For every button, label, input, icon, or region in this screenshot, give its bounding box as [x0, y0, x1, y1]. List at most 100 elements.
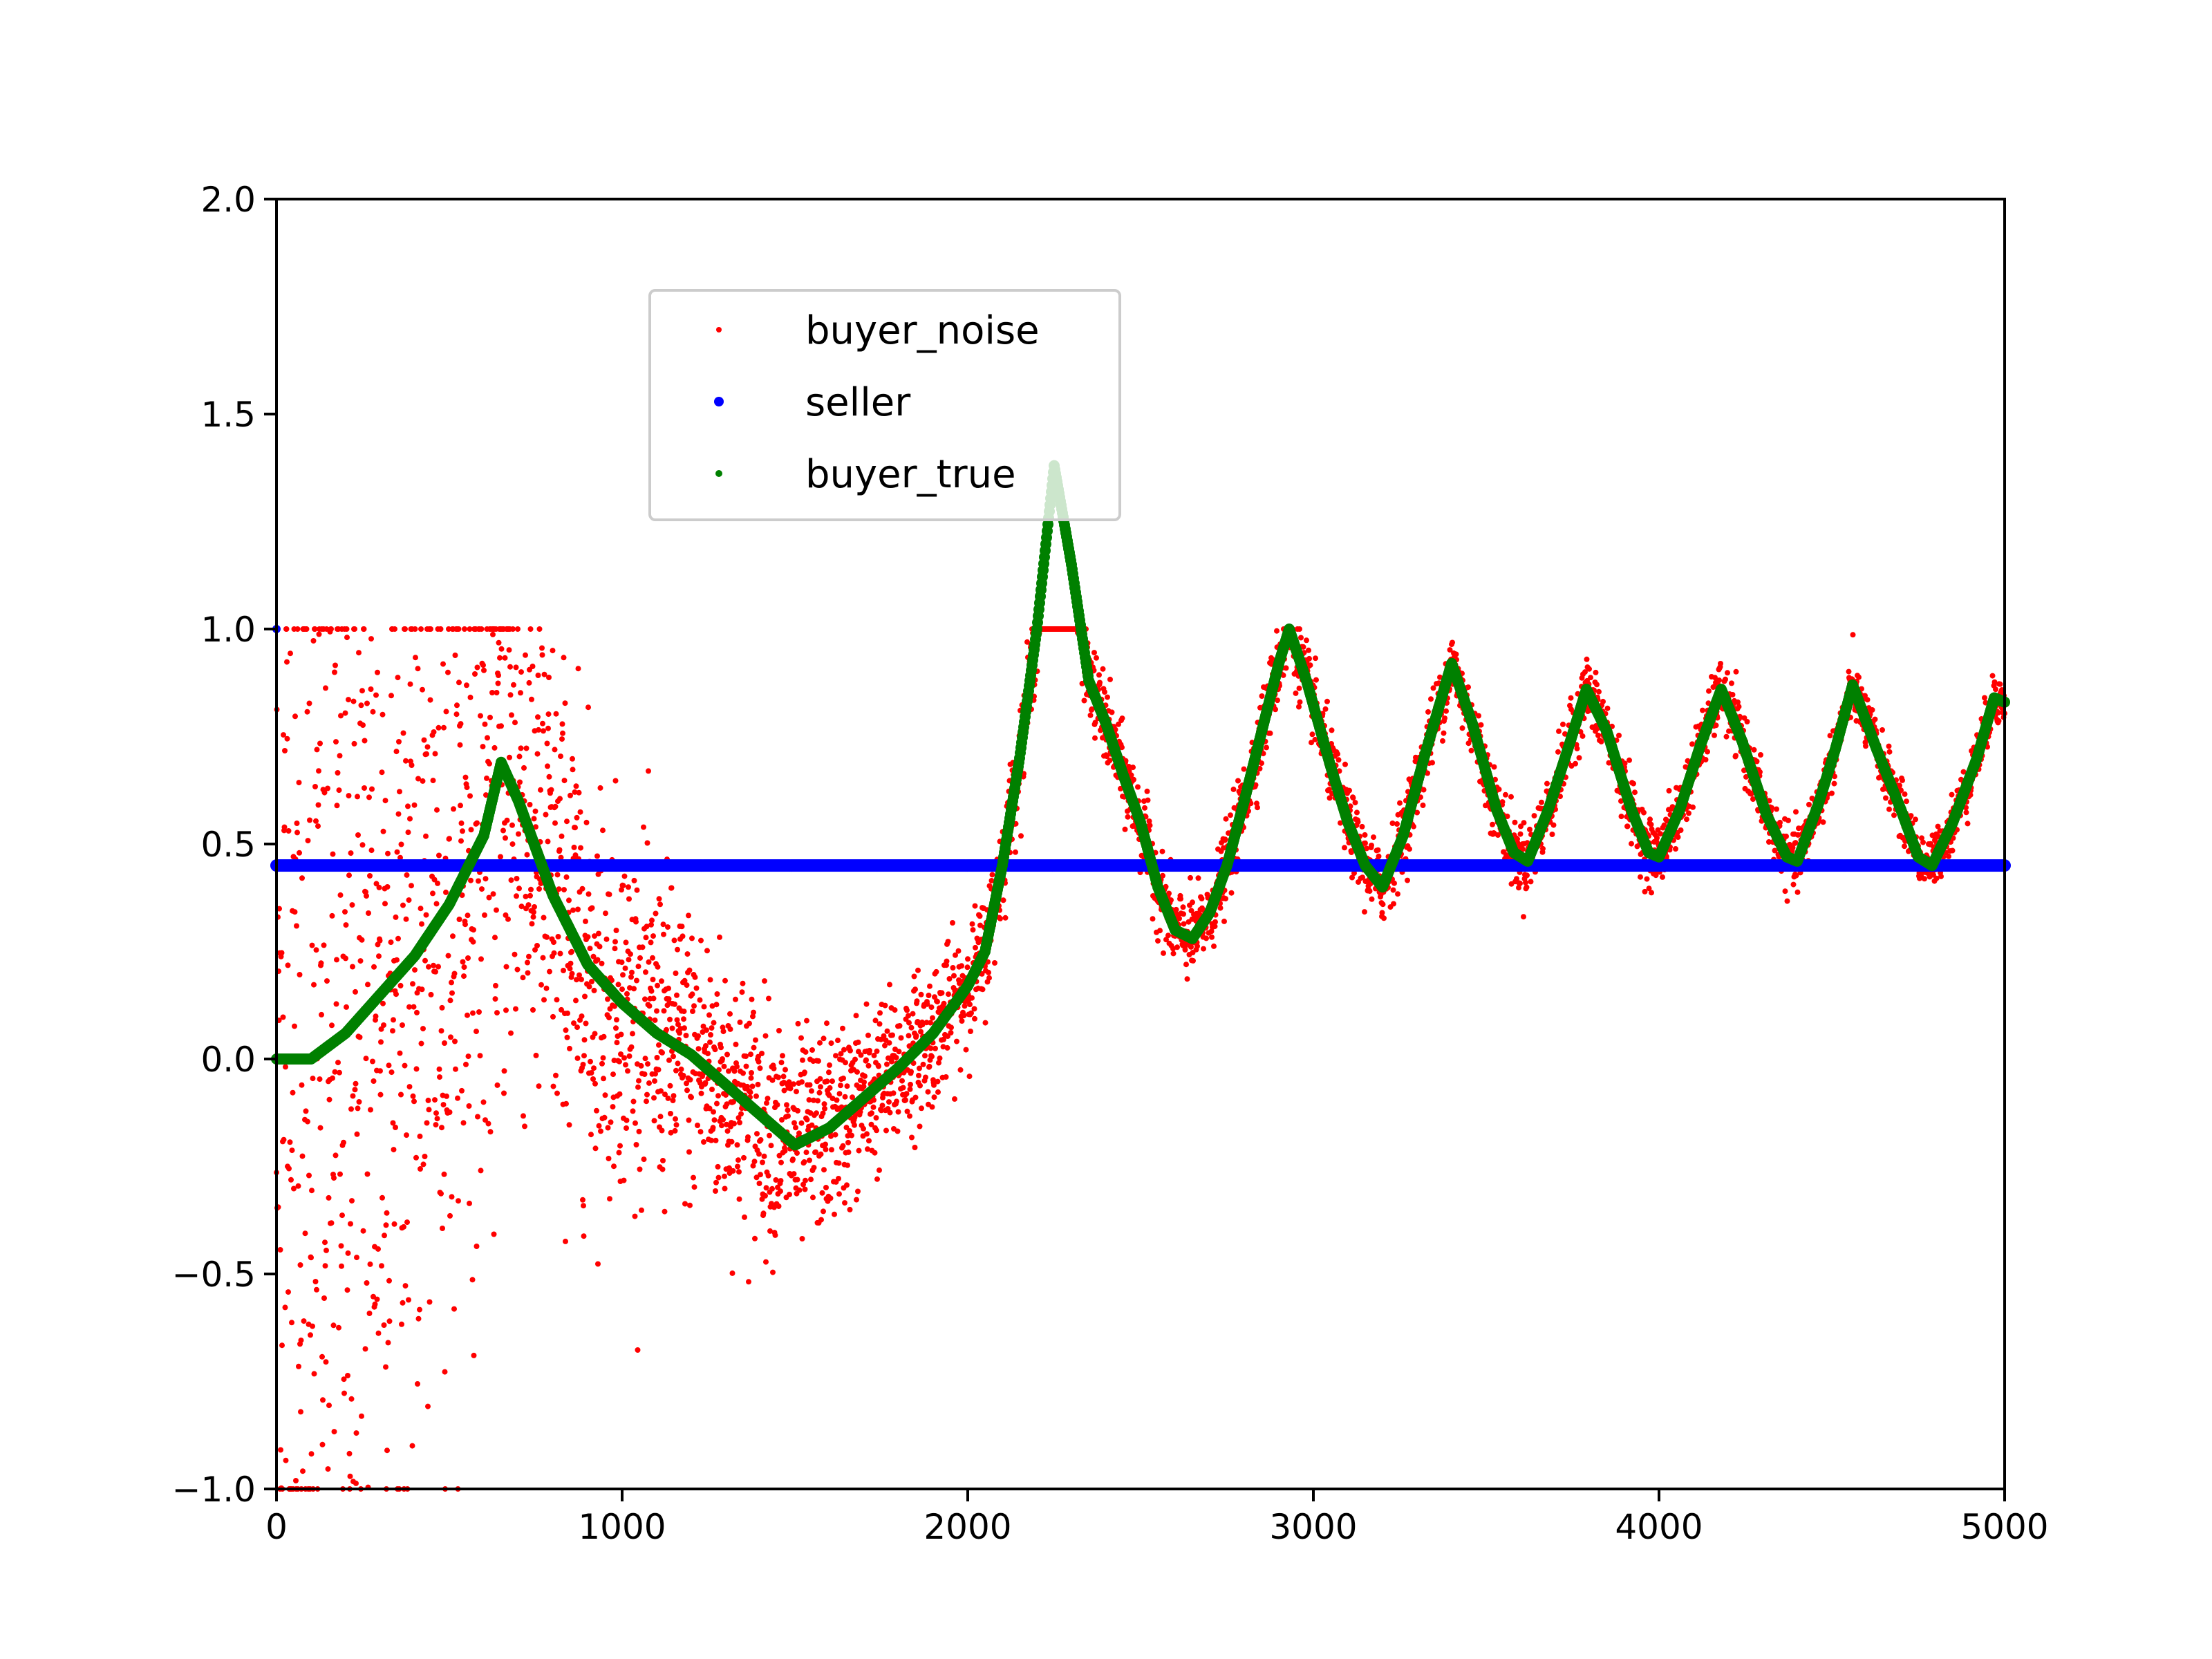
buyer-noise-point	[646, 959, 652, 965]
buyer-noise-point	[589, 979, 594, 984]
buyer-noise-point	[1371, 834, 1376, 841]
buyer-noise-point	[662, 1208, 668, 1215]
buyer-noise-point	[762, 978, 767, 984]
buyer-noise-point	[630, 1031, 635, 1037]
buyer-noise-point	[305, 838, 311, 844]
buyer-noise-point	[1758, 752, 1763, 758]
buyer-noise-point	[597, 944, 603, 950]
buyer-noise-point	[362, 738, 368, 744]
buyer-noise-point	[778, 1178, 784, 1184]
buyer-noise-point	[1165, 932, 1171, 939]
buyer-noise-point	[478, 626, 485, 632]
buyer-noise-point	[311, 982, 317, 988]
buyer-noise-point	[982, 1020, 988, 1026]
buyer-noise-point	[843, 1060, 848, 1066]
buyer-noise-point	[903, 1091, 910, 1097]
buyer-noise-point	[659, 1049, 665, 1056]
buyer-noise-point	[368, 686, 374, 692]
buyer-noise-point	[321, 942, 327, 948]
buyer-noise-point	[603, 910, 608, 917]
buyer-noise-point	[1913, 816, 1918, 823]
buyer-noise-point	[330, 851, 336, 857]
buyer-noise-point	[941, 1000, 947, 1006]
buyer-noise-point	[673, 971, 679, 976]
buyer-noise-point	[705, 1051, 711, 1057]
buyer-noise-point	[618, 1051, 624, 1057]
buyer-noise-point	[1421, 787, 1427, 793]
buyer-noise-point	[534, 943, 540, 948]
buyer-noise-point	[383, 1222, 389, 1228]
buyer-noise-point	[821, 1101, 827, 1107]
buyer-noise-point	[794, 1150, 800, 1156]
buyer-noise-point	[544, 740, 550, 747]
buyer-noise-point	[467, 626, 473, 632]
buyer-noise-point	[562, 700, 568, 706]
buyer-noise-point	[623, 939, 629, 946]
buyer-noise-point	[320, 1397, 326, 1403]
buyer-noise-point	[866, 1138, 872, 1144]
buyer-noise-point	[644, 840, 650, 846]
buyer-noise-point	[785, 1107, 791, 1114]
buyer-noise-point	[671, 1093, 677, 1099]
buyer-noise-point	[791, 1081, 796, 1087]
buyer-noise-point	[552, 803, 559, 809]
buyer-noise-point	[698, 1090, 704, 1096]
buyer-noise-point	[708, 1032, 713, 1038]
buyer-noise-point	[913, 1033, 919, 1039]
buyer-noise-point	[1309, 740, 1314, 746]
buyer-noise-point	[458, 820, 465, 826]
buyer-noise-point	[748, 1051, 753, 1058]
buyer-noise-point	[433, 1110, 439, 1116]
buyer-noise-point	[677, 1030, 682, 1036]
buyer-noise-point	[703, 1043, 709, 1049]
buyer-noise-point	[423, 833, 429, 839]
buyer-noise-point	[324, 1247, 329, 1253]
buyer-noise-point	[1900, 777, 1905, 783]
buyer-noise-point	[1686, 810, 1691, 816]
buyer-noise-point	[957, 978, 963, 984]
buyer-noise-point	[526, 953, 532, 959]
buyer-noise-point	[842, 1200, 847, 1206]
buyer-noise-point	[833, 1053, 838, 1059]
buyer-noise-point	[803, 1177, 808, 1183]
buyer-noise-point	[736, 1196, 742, 1202]
buyer-noise-point	[894, 1098, 899, 1105]
buyer-noise-point	[1089, 706, 1095, 712]
buyer-noise-point	[652, 1078, 657, 1084]
buyer-noise-point	[642, 996, 648, 1002]
buyer-noise-point	[466, 1103, 472, 1109]
buyer-noise-point	[449, 1194, 455, 1200]
buyer-noise-point	[791, 1120, 797, 1126]
buyer-noise-point	[283, 626, 290, 632]
buyer-noise-point	[1367, 888, 1373, 894]
buyer-noise-point	[1119, 715, 1125, 722]
buyer-noise-point	[832, 1132, 838, 1138]
buyer-noise-point	[803, 1150, 809, 1156]
buyer-noise-point	[337, 1171, 343, 1177]
buyer-noise-point	[427, 697, 433, 703]
buyer-noise-point	[780, 1053, 785, 1059]
buyer-noise-point	[402, 626, 408, 632]
buyer-noise-point	[458, 838, 464, 844]
buyer-noise-point	[1360, 874, 1365, 881]
buyer-noise-point	[348, 850, 354, 856]
buyer-noise-point	[398, 1091, 404, 1098]
buyer-noise-point	[442, 1040, 447, 1046]
buyer-noise-point	[1490, 821, 1495, 827]
buyer-noise-point	[279, 950, 285, 956]
buyer-noise-point	[1327, 795, 1333, 801]
buyer-noise-point	[540, 720, 545, 727]
buyer-noise-point	[341, 1390, 347, 1396]
buyer-noise-point	[1188, 944, 1194, 950]
buyer-noise-point	[844, 1083, 850, 1089]
buyer-noise-point	[390, 1028, 395, 1034]
buyer-noise-point	[865, 1032, 871, 1038]
buyer-noise-point	[427, 1299, 433, 1305]
buyer-noise-point	[809, 1122, 815, 1128]
buyer-noise-point	[366, 1311, 373, 1316]
buyer-noise-point	[1351, 870, 1357, 877]
buyer-noise-point	[294, 923, 299, 929]
buyer-noise-point	[815, 1098, 821, 1104]
buyer-noise-point	[814, 1110, 819, 1116]
buyer-noise-point	[489, 690, 495, 695]
